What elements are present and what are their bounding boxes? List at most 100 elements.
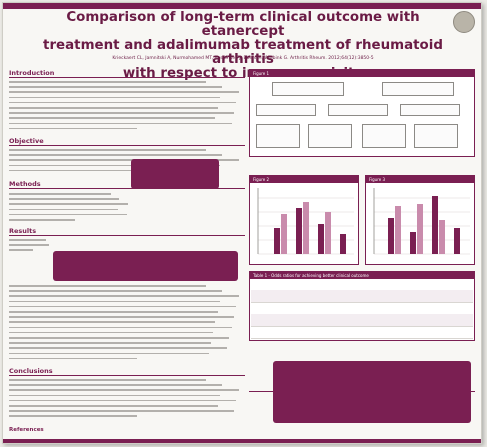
table-row: [251, 314, 473, 327]
illegible-text-line: [9, 164, 221, 167]
institution-logo-icon: [453, 11, 475, 33]
section-references: References: [9, 427, 44, 433]
section-methods: Methods: [9, 180, 41, 188]
bar: [296, 208, 302, 254]
table-1-grid: [251, 280, 473, 340]
poster-top-band: [3, 3, 481, 9]
illegible-text-line: [9, 213, 127, 216]
illegible-text-line: [9, 410, 235, 412]
section-rule: [9, 235, 245, 236]
illegible-text-line: [9, 352, 209, 355]
flowchart-box: [414, 124, 458, 148]
figure-1-title: Figure 1: [250, 70, 474, 77]
bar: [388, 218, 394, 254]
section-rule: [9, 375, 245, 376]
section-rule: [9, 77, 245, 78]
illegible-text-line: [9, 311, 218, 313]
illegible-text-line: [9, 379, 207, 381]
illegible-text-line: [9, 96, 221, 99]
bar: [303, 202, 309, 254]
illegible-text-line: [9, 384, 223, 386]
illegible-text-line: [9, 249, 34, 251]
illegible-text-line: [9, 101, 237, 104]
table-1-panel: Table 1 - Odds ratios for achieving bett…: [249, 271, 475, 341]
illegible-text-line: [9, 112, 235, 114]
illegible-text-line: [9, 203, 128, 205]
bar: [318, 224, 324, 254]
illegible-text-line: [9, 107, 218, 109]
bar: [454, 228, 460, 254]
illegible-text-line: [9, 415, 137, 417]
figure-3-panel: Figure 3: [365, 175, 475, 265]
bar: [439, 220, 445, 254]
illegible-text-line: [9, 295, 239, 297]
illegible-text-line: [9, 193, 111, 195]
illegible-text-line: [9, 357, 137, 360]
bar: [417, 204, 423, 254]
illegible-text-line: [9, 342, 211, 344]
conclusions-callout: [273, 361, 471, 423]
flowchart-box: [256, 104, 316, 116]
illegible-text-line: [9, 285, 207, 287]
poster-title: Comparison of long-term clinical outcome…: [33, 11, 453, 81]
illegible-text-line: [9, 394, 221, 397]
poster-bottom-band: [3, 439, 481, 443]
illegible-text-line: [9, 305, 237, 308]
section-rule: [9, 145, 245, 146]
illegible-text-line: [9, 91, 239, 93]
results-callout: [53, 251, 238, 281]
flowchart-box: [400, 104, 460, 116]
title-line-1: Comparison of long-term clinical outcome…: [66, 10, 420, 39]
flowchart-box: [272, 82, 344, 96]
illegible-text-line: [9, 81, 207, 83]
title-line-2: treatment and adalimumab treatment of rh…: [43, 38, 443, 67]
figure-2-title: Figure 2: [250, 176, 358, 183]
illegible-text-line: [9, 122, 232, 125]
bar: [325, 212, 331, 254]
methods-callout: [131, 159, 219, 189]
bar: [395, 206, 401, 254]
table-row: [251, 290, 473, 303]
illegible-text-line: [9, 399, 237, 402]
flowchart-box: [362, 124, 406, 148]
section-introduction: Introduction: [9, 69, 55, 77]
flowchart-box: [308, 124, 352, 148]
footer-rule: [249, 391, 475, 392]
flowchart-box: [328, 104, 388, 116]
figure-3-title: Figure 3: [366, 176, 474, 183]
illegible-text-line: [9, 389, 239, 391]
section-objective: Objective: [9, 137, 44, 145]
poster-authors: Krieckaert CL, Jamnitski A, Nurmohamed M…: [112, 56, 374, 61]
bar: [340, 234, 346, 254]
illegible-text-line: [9, 337, 230, 339]
section-conclusions: Conclusions: [9, 367, 53, 375]
figure-1-panel: Figure 1: [249, 69, 475, 157]
illegible-text-line: [9, 405, 218, 407]
illegible-text-line: [9, 244, 50, 246]
illegible-text-line: [9, 159, 239, 161]
bar: [410, 232, 416, 254]
section-rule: [9, 188, 245, 189]
illegible-text-line: [9, 347, 228, 349]
bar: [281, 214, 287, 254]
illegible-text-line: [9, 149, 207, 151]
flowchart-box: [382, 82, 454, 96]
illegible-text-line: [9, 208, 119, 211]
figure-2-bars: [257, 188, 354, 255]
illegible-text-line: [9, 219, 75, 221]
illegible-text-line: [9, 326, 232, 329]
flowchart-box: [256, 124, 300, 148]
illegible-text-line: [9, 154, 223, 156]
illegible-text-line: [9, 169, 137, 172]
illegible-text-line: [9, 300, 221, 303]
illegible-text-line: [9, 127, 137, 130]
illegible-text-line: [9, 117, 216, 119]
illegible-text-line: [9, 316, 235, 318]
table-row: [251, 326, 473, 339]
poster: Comparison of long-term clinical outcome…: [2, 2, 482, 444]
section-results: Results: [9, 227, 37, 235]
illegible-text-line: [9, 290, 223, 292]
illegible-text-line: [9, 331, 214, 334]
illegible-text-line: [9, 321, 216, 323]
figure-2-panel: Figure 2: [249, 175, 359, 265]
